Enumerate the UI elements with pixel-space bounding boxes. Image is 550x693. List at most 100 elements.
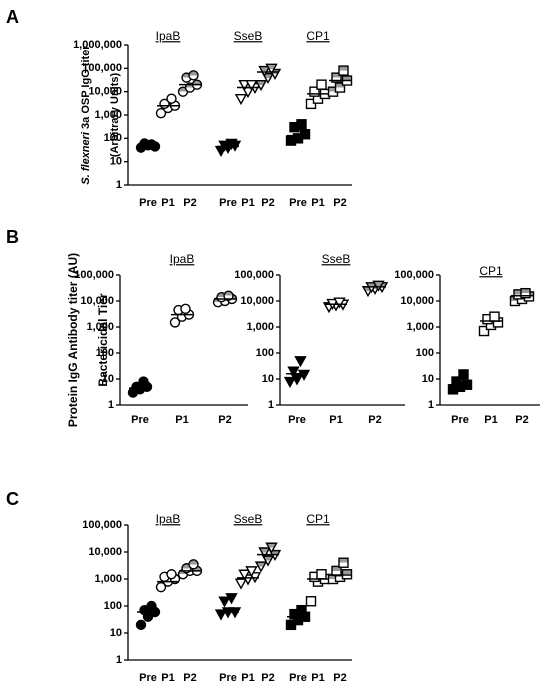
data-point [338,557,349,568]
data-point [297,369,311,381]
data-point [258,65,271,78]
data-point [188,559,199,570]
x-tick-label: P2 [368,414,381,426]
y-tick-label: 1,000,000 [73,39,122,51]
y-tick-label: 10,000 [400,295,434,307]
group-label: CP1 [306,29,330,43]
y-tick-label: 10,000 [88,86,122,98]
x-tick-label: P1 [311,197,324,209]
data-point [258,547,271,559]
data-point [309,86,320,97]
data-point [296,604,307,616]
y-tick-label: 100 [96,347,114,359]
y-tick-label: 10,000 [80,295,114,307]
y-tick-label: 100,000 [74,269,114,281]
x-tick-label: P2 [333,672,346,684]
data-point [261,555,275,567]
y-tick-label: 100 [104,600,122,612]
x-tick-label: P1 [175,414,188,426]
group-label: IpaB [156,29,181,43]
group-label: IpaB [170,252,195,266]
x-tick-label: Pre [451,414,469,426]
data-point [451,376,462,387]
data-point [489,311,500,322]
x-tick-label: P2 [218,414,231,426]
y-tick-label: 100,000 [82,519,122,531]
data-point [316,569,327,580]
data-point [146,139,157,150]
x-tick-label: P1 [241,197,254,209]
data-point [299,129,311,140]
x-tick-label: P1 [161,672,174,684]
panel-letter: C [6,489,19,509]
data-point [234,578,248,590]
y-tick-label: 1,000 [86,321,114,333]
x-tick-label: Pre [219,672,237,684]
x-tick-label: Pre [288,414,306,426]
y-axis-label: S. flexneri 3a OSP IgG titer [80,45,92,185]
data-point [146,600,157,612]
y-tick-label: 10,000 [240,295,274,307]
group-label: CP1 [479,264,503,278]
panel-letter: B [6,227,19,247]
group-label: IpaB [156,512,181,526]
y-label-text: 3a OSP IgG titer [80,45,92,132]
y-axis-label: (Arbitrary Units) [109,72,121,157]
data-point [334,82,346,93]
y-axis-label: Protein IgG Antibody titer (AU) [66,253,80,427]
x-tick-label: P2 [515,414,528,426]
data-point [218,596,231,608]
y-tick-label: 100,000 [82,62,122,74]
data-point [316,79,327,90]
data-point [225,138,238,150]
data-point [138,376,149,387]
y-tick-label: 100,000 [394,269,434,281]
x-tick-label: P2 [183,197,196,209]
y-tick-label: 1 [116,654,122,666]
y-tick-label: 100 [416,347,434,359]
data-point [135,619,147,631]
data-point [331,72,342,83]
x-tick-label: P2 [333,197,346,209]
x-tick-label: P2 [183,672,196,684]
group-label: SseB [322,252,351,266]
data-point [188,70,199,81]
y-tick-label: 1,000 [406,321,434,333]
data-point [225,593,238,605]
data-point [294,356,307,368]
y-tick-label: 1,000 [94,109,122,121]
data-point [338,65,349,76]
data-point [234,93,248,106]
y-tick-label: 1 [428,399,434,411]
x-tick-label: Pre [131,414,149,426]
y-tick-label: 1,000 [246,321,274,333]
x-tick-label: P1 [329,414,342,426]
data-point [458,369,469,380]
data-point [155,107,167,119]
y-tick-label: 10 [422,373,434,385]
data-point [245,79,258,92]
data-point [305,596,317,607]
x-tick-label: P1 [241,672,254,684]
panel-letter: A [6,7,19,27]
data-point [166,569,177,580]
data-point [180,303,191,315]
y-tick-label: 1 [108,399,114,411]
x-tick-label: P2 [261,672,274,684]
group-label: SseB [234,512,263,526]
x-tick-label: Pre [139,672,157,684]
data-point [155,581,167,593]
x-tick-label: Pre [289,197,307,209]
x-tick-label: Pre [139,197,157,209]
y-tick-label: 100 [256,347,274,359]
data-point [283,376,297,388]
data-point [166,93,177,104]
group-label: CP1 [306,512,330,526]
x-tick-label: P1 [311,672,324,684]
y-tick-label: 100 [104,132,122,144]
y-tick-label: 1,000 [94,573,122,585]
data-point [261,72,275,85]
y-tick-label: 1 [268,399,274,411]
x-tick-label: Pre [219,197,237,209]
y-tick-label: 10 [102,373,114,385]
